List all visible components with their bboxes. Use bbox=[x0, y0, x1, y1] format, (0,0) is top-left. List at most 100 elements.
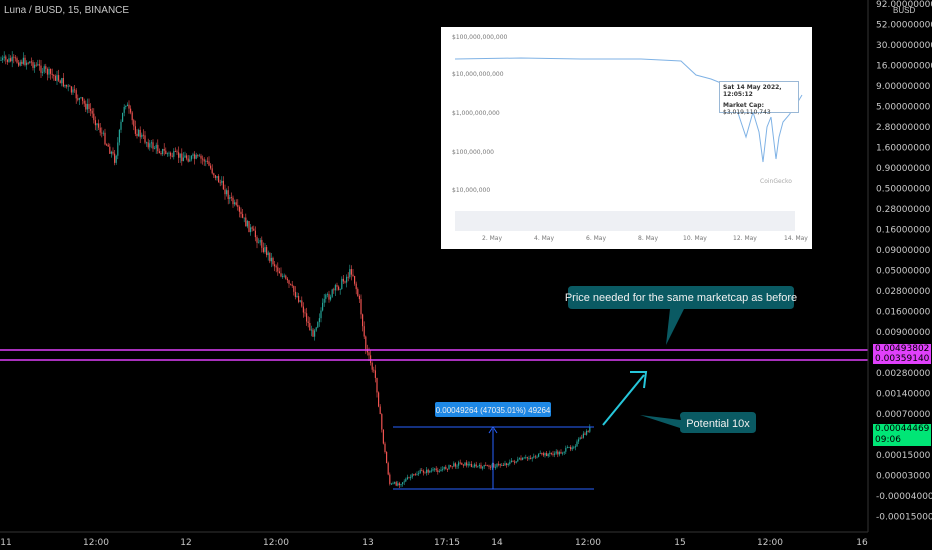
x-tick-label: 12:00 bbox=[575, 538, 601, 548]
candle-body bbox=[573, 447, 575, 449]
candle-body bbox=[122, 112, 124, 122]
candle-body bbox=[128, 104, 130, 109]
candle-body bbox=[110, 151, 112, 154]
candle-body bbox=[125, 106, 127, 107]
candle-body bbox=[109, 146, 111, 154]
candle-body bbox=[294, 291, 296, 297]
x-tick-label: 15 bbox=[674, 538, 685, 548]
volume-area bbox=[455, 211, 795, 231]
candle-body bbox=[210, 165, 212, 169]
candle-body bbox=[254, 230, 256, 238]
candle-body bbox=[528, 458, 530, 459]
candle-body bbox=[589, 426, 591, 432]
y-tick-label: 16.00000000 bbox=[876, 62, 932, 72]
candle-body bbox=[43, 66, 45, 72]
candle-body bbox=[82, 97, 84, 101]
candle-body bbox=[581, 437, 583, 439]
candle-body bbox=[2, 57, 4, 60]
candle-body bbox=[426, 469, 428, 474]
y-tick-label: 0.00140000 bbox=[876, 390, 931, 400]
inset-x-label: 14. May bbox=[784, 235, 808, 242]
hline-tag-upper: 0.00493802 bbox=[873, 344, 932, 354]
candle-body bbox=[51, 73, 53, 75]
candle-body bbox=[142, 134, 144, 136]
candle-body bbox=[451, 466, 453, 468]
candle-body bbox=[584, 433, 586, 435]
candle-body bbox=[250, 227, 252, 233]
candle-body bbox=[450, 465, 452, 467]
candle-body bbox=[78, 98, 80, 100]
candle-body bbox=[461, 462, 463, 465]
tooltip-date: Sat 14 May 2022, 12:05:12 bbox=[723, 84, 782, 98]
marketcap-line-chart bbox=[454, 57, 803, 231]
candle-body bbox=[566, 447, 568, 448]
candle-body bbox=[549, 452, 551, 455]
candle-body bbox=[390, 483, 392, 485]
inset-tooltip: Sat 14 May 2022, 12:05:12 Market Cap: $3… bbox=[719, 81, 799, 116]
candle-body bbox=[107, 144, 109, 147]
candle-body bbox=[90, 108, 92, 111]
candle-body bbox=[80, 97, 82, 99]
candle-body bbox=[470, 464, 472, 467]
x-tick-label: 12:00 bbox=[757, 538, 783, 548]
candle-body bbox=[174, 151, 176, 152]
candle-body bbox=[21, 61, 23, 64]
candle-body bbox=[538, 453, 540, 457]
y-tick-label: 0.00070000 bbox=[876, 410, 931, 420]
candle-body bbox=[291, 284, 293, 286]
candle-body bbox=[546, 453, 548, 457]
candle-body bbox=[131, 112, 133, 121]
candle-body bbox=[178, 152, 180, 158]
candle-body bbox=[170, 152, 172, 156]
y-tick-label: 92.00000000 bbox=[876, 0, 932, 10]
candle-body bbox=[499, 464, 501, 466]
candle-body bbox=[414, 474, 416, 476]
candle-body bbox=[165, 150, 167, 154]
horizontal-lines bbox=[0, 349, 868, 361]
candle-body bbox=[86, 103, 88, 110]
candle-body bbox=[74, 89, 76, 91]
x-tick-label: 12:00 bbox=[263, 538, 289, 548]
candle-body bbox=[386, 452, 388, 464]
inset-y-label: $10,000,000 bbox=[452, 187, 491, 194]
candle-body bbox=[320, 310, 322, 319]
candle-body bbox=[341, 278, 343, 290]
candle-body bbox=[147, 142, 149, 148]
candle-body bbox=[482, 466, 484, 469]
candle-body bbox=[272, 257, 274, 265]
hline-tag-lower: 0.00359140 bbox=[873, 354, 932, 364]
candle-body bbox=[259, 239, 261, 243]
candle-body bbox=[126, 104, 128, 107]
candle-body bbox=[331, 289, 333, 297]
candle-body bbox=[402, 482, 404, 485]
y-tick-label: 0.90000000 bbox=[876, 164, 931, 174]
candle-body bbox=[85, 103, 87, 110]
candle-body bbox=[333, 289, 335, 291]
candle-body bbox=[310, 329, 312, 331]
candle-body bbox=[498, 463, 500, 465]
candle-body bbox=[389, 474, 391, 484]
candle-body bbox=[186, 155, 188, 159]
candle-body bbox=[166, 153, 168, 155]
candle-body bbox=[114, 153, 116, 163]
candle-body bbox=[227, 190, 229, 199]
inset-y-label: $10,000,000,000 bbox=[452, 71, 504, 78]
candle-body bbox=[418, 473, 420, 475]
candle-body bbox=[219, 182, 221, 184]
candle-body bbox=[370, 355, 372, 363]
candle-body bbox=[552, 453, 554, 455]
candle-body bbox=[283, 275, 285, 277]
candle-body bbox=[520, 458, 522, 460]
candle-body bbox=[397, 483, 399, 486]
candle-body bbox=[334, 285, 336, 291]
callout-potential-box bbox=[640, 412, 756, 433]
candle-body bbox=[150, 142, 152, 144]
callout-marketcap-text: Price needed for the same marketcap as b… bbox=[565, 292, 797, 304]
y-tick-label: 0.16000000 bbox=[876, 226, 931, 236]
candle-body bbox=[269, 252, 271, 262]
candle-body bbox=[83, 100, 85, 104]
candle-body bbox=[194, 154, 196, 159]
candle-body bbox=[307, 321, 309, 323]
candle-body bbox=[485, 465, 487, 466]
